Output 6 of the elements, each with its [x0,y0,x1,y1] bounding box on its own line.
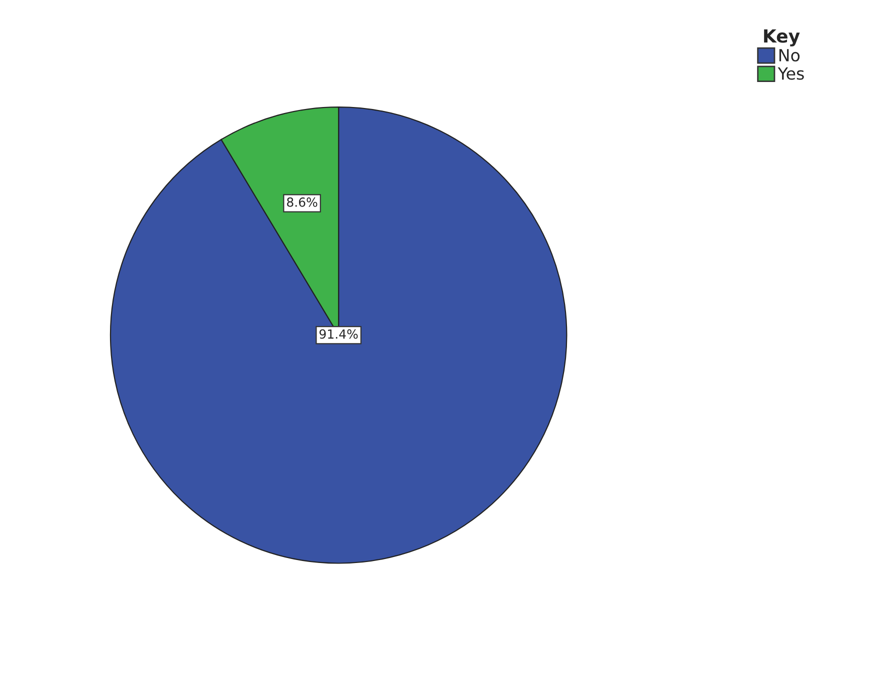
legend-label: No [779,49,800,62]
data-label: 91.4% [320,329,358,339]
legend-title: Key [764,29,800,46]
data-label: 8.6% [287,197,318,207]
pie-slice [110,106,568,564]
legend-label: Yes [778,67,804,80]
